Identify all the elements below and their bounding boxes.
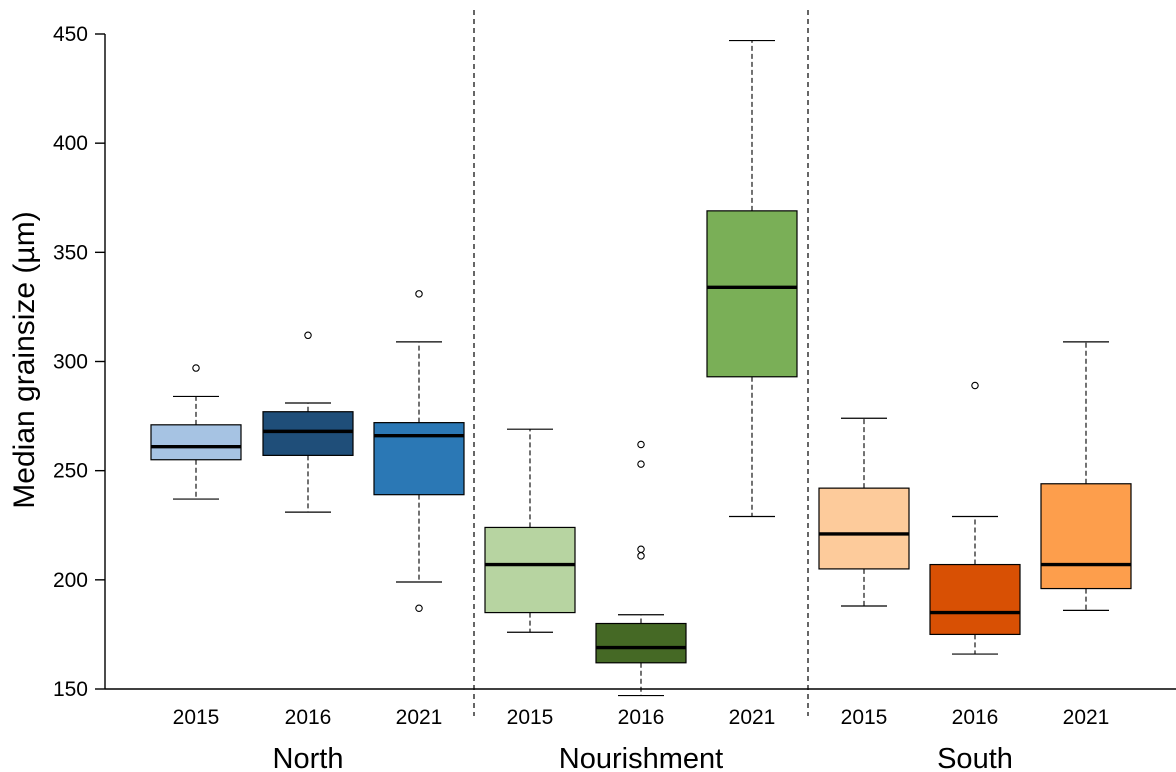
y-tick-label: 450 (53, 23, 88, 46)
iqr-box (706, 210, 798, 378)
year-label: 2016 (952, 706, 999, 729)
box-nourishment-2015 (484, 428, 576, 633)
boxes (150, 39, 1132, 697)
box-nourishment-2021 (706, 39, 798, 518)
box-south-2016 (929, 381, 1021, 655)
outlier-point (415, 604, 423, 612)
y-tick-label: 150 (53, 678, 88, 701)
outlier-point (971, 381, 979, 390)
box-north-2021 (373, 290, 465, 612)
iqr-box (818, 487, 910, 570)
y-axis: 150 200 250 300 350 400 450 (53, 23, 106, 701)
iqr-box (484, 526, 576, 614)
iqr-box (262, 411, 354, 456)
outlier-point (415, 290, 423, 298)
year-label: 2021 (729, 706, 776, 729)
y-axis-title: Median grainsize (µm) (8, 211, 41, 508)
year-labels: 2015 2016 2021 2015 2016 2021 2015 2016 2021 (173, 706, 1110, 729)
group-label-south: South (937, 743, 1013, 772)
y-tick-label: 350 (53, 241, 88, 264)
box-south-2021 (1040, 341, 1132, 612)
box-nourishment-2016 (595, 440, 687, 697)
outlier-point (637, 545, 645, 554)
year-label: 2021 (1063, 706, 1110, 729)
outlier-point (637, 552, 645, 560)
year-label: 2021 (396, 706, 443, 729)
group-label-nourishment: Nourishment (559, 743, 723, 772)
iqr-box (595, 622, 687, 664)
y-tick-label: 200 (53, 569, 88, 592)
outlier-point (637, 440, 645, 449)
box-north-2015 (150, 364, 242, 500)
y-ticks: 150 200 250 300 350 400 450 (53, 23, 105, 701)
group-dividers (473, 10, 809, 716)
box-north-2016 (262, 331, 354, 513)
year-label: 2016 (285, 706, 332, 729)
iqr-box (929, 563, 1021, 636)
year-label: 2015 (173, 706, 220, 729)
iqr-box (373, 422, 465, 496)
year-label: 2016 (618, 706, 665, 729)
y-tick-label: 400 (53, 132, 88, 155)
group-labels: North Nourishment South (273, 743, 1013, 772)
y-tick-label: 300 (53, 351, 88, 374)
outlier-point (637, 460, 645, 468)
year-label: 2015 (841, 706, 888, 729)
box-south-2015 (818, 417, 910, 607)
group-label-north: North (273, 743, 344, 772)
iqr-box (1040, 483, 1132, 590)
year-label: 2015 (507, 706, 554, 729)
y-tick-label: 250 (53, 460, 88, 483)
outlier-point (304, 331, 312, 340)
outlier-point (192, 364, 200, 372)
iqr-box (150, 424, 242, 461)
